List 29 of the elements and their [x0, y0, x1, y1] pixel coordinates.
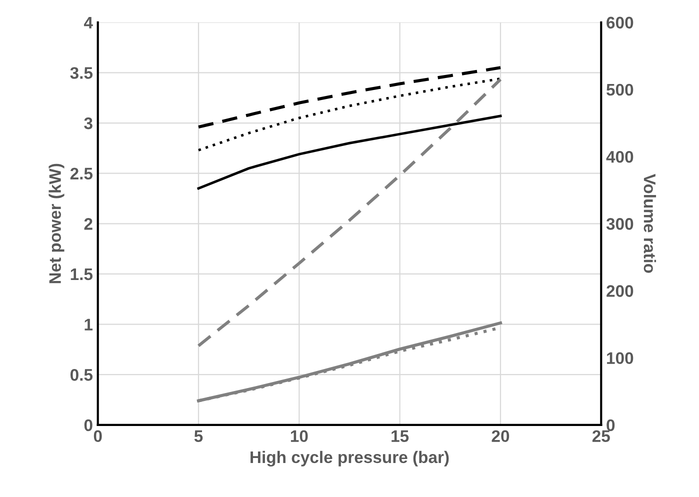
y-tick-label: 0.5	[70, 369, 93, 381]
x-tick-label: 10	[290, 430, 308, 442]
line-series	[197, 114, 502, 190]
x-tick-label: 5	[194, 430, 203, 442]
y-axis-title: Net power (kW)	[48, 164, 64, 284]
y-tick-label: 1.5	[70, 268, 93, 280]
y2-tick-label: 400	[606, 150, 634, 163]
y2-tick-label: 500	[606, 84, 634, 96]
y-tick-label: 3.5	[70, 67, 93, 79]
x-tick-label: 15	[392, 430, 409, 442]
x-tick-label: 25	[592, 430, 610, 442]
y-tick-label: 4	[84, 16, 93, 28]
y2-tick-label: 600	[606, 16, 634, 29]
y2-tick-label: 200	[606, 285, 634, 297]
x-tick-label: 20	[492, 430, 510, 442]
y-tick-label: 0	[84, 419, 92, 432]
x-axis-title: High cycle pressure (bar)	[250, 450, 449, 466]
y2-tick-label: 300	[606, 218, 634, 230]
y-tick-label: 2	[84, 218, 92, 230]
x-tick-label: 0	[94, 430, 102, 442]
line-series	[196, 78, 502, 348]
line-series	[197, 77, 502, 152]
line-series	[196, 66, 502, 129]
y2-axis-title: Volume ratio	[644, 174, 656, 273]
y-tick-label: 1	[84, 318, 93, 330]
y-tick-label: 3	[84, 117, 92, 130]
y2-tick-label: 100	[607, 352, 634, 364]
y2-tick-label: 0	[606, 419, 615, 432]
y-tick-label: 2.5	[70, 168, 93, 180]
